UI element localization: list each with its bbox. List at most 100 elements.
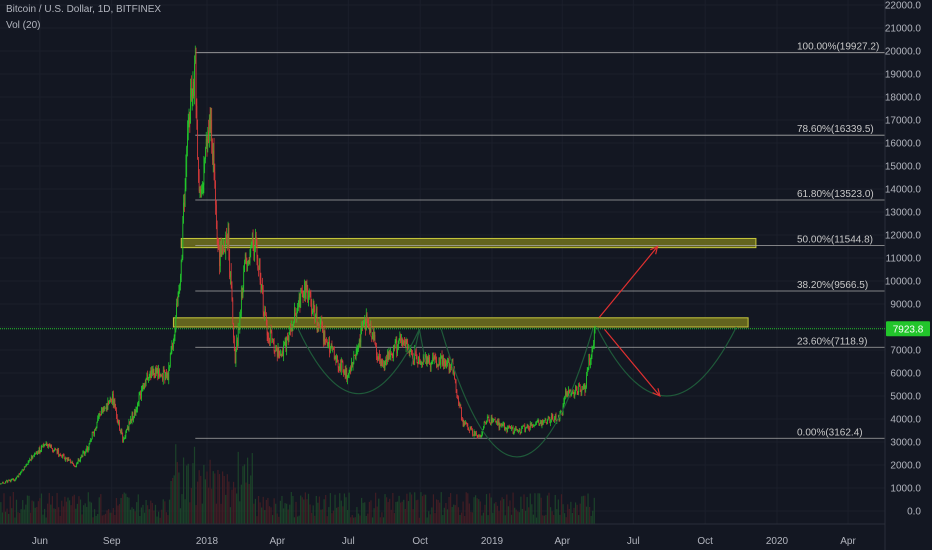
projection-arc[interactable] bbox=[596, 326, 737, 397]
candle-body bbox=[91, 439, 92, 440]
volume-bar bbox=[48, 493, 50, 524]
forecast-arrow-line[interactable] bbox=[598, 246, 658, 319]
candle-body bbox=[409, 350, 411, 354]
candle-body bbox=[571, 392, 572, 394]
candle-body bbox=[500, 424, 501, 426]
projection-peak[interactable] bbox=[410, 329, 426, 367]
price-tick-label: 13000.0 bbox=[885, 208, 922, 219]
candle-body bbox=[58, 449, 59, 456]
projection-arc[interactable] bbox=[440, 329, 594, 458]
candle-body bbox=[590, 357, 592, 362]
volume-bar bbox=[75, 508, 77, 524]
candle-body bbox=[257, 257, 259, 269]
candle-body bbox=[537, 419, 539, 421]
volume-bar bbox=[190, 487, 192, 524]
candle-body bbox=[183, 202, 184, 224]
candle-body bbox=[315, 308, 317, 315]
volume-bar bbox=[36, 507, 38, 524]
candle-body bbox=[567, 393, 569, 396]
candle-body bbox=[478, 434, 480, 437]
candle-body bbox=[581, 389, 583, 393]
volume-indicator-label[interactable]: Vol (20) bbox=[6, 20, 41, 31]
forecast-arrows[interactable] bbox=[598, 245, 661, 398]
volume-bar bbox=[499, 500, 502, 524]
candle-body bbox=[467, 424, 469, 429]
resistance-zones[interactable] bbox=[172, 237, 757, 328]
candle-body bbox=[502, 423, 504, 425]
volume-bar bbox=[521, 508, 524, 524]
forecast-arrow-head bbox=[650, 245, 659, 255]
candle-body bbox=[234, 350, 236, 364]
volume-bar bbox=[364, 502, 366, 524]
candle-body bbox=[387, 354, 389, 361]
candle-body bbox=[394, 342, 396, 348]
candle-body bbox=[418, 356, 419, 364]
symbol-title[interactable]: Bitcoin / U.S. Dollar, 1D, BITFINEX bbox=[6, 4, 162, 15]
volume-bar bbox=[504, 515, 506, 524]
candle-body bbox=[226, 238, 228, 246]
candle-body bbox=[532, 424, 533, 427]
price-axis[interactable]: 0.0 1000.0 2000.0 3000.0 4000.0 5000.0 6000.0 7… bbox=[885, 1, 922, 518]
volume-bar bbox=[261, 507, 263, 524]
candle-body bbox=[137, 403, 138, 410]
time-axis[interactable]: Jun Sep 2018 Apr Jul Oct 2019 Apr Jul Oct 2020 Apr bbox=[32, 536, 857, 547]
projection-arc[interactable] bbox=[297, 329, 420, 395]
candle-body bbox=[554, 415, 556, 419]
volume-bar bbox=[306, 499, 308, 524]
volume-bar bbox=[553, 514, 555, 524]
candle-body bbox=[573, 393, 575, 396]
volume-bar bbox=[245, 482, 247, 524]
candle-body bbox=[370, 323, 372, 337]
candle-body bbox=[249, 252, 251, 263]
candle-body bbox=[55, 449, 57, 451]
volume-bar bbox=[6, 508, 8, 524]
candle-body bbox=[579, 384, 580, 387]
candle-body bbox=[523, 425, 525, 427]
candle-body bbox=[522, 425, 523, 427]
candle-body bbox=[235, 351, 237, 364]
volume-bar bbox=[540, 497, 542, 524]
resistance-zone[interactable] bbox=[180, 237, 757, 249]
candle-body bbox=[514, 429, 515, 432]
volume-bar bbox=[531, 504, 533, 524]
volume-bar bbox=[565, 517, 567, 524]
volume-bar bbox=[289, 504, 291, 524]
volume-bar bbox=[70, 505, 72, 524]
candle-body bbox=[307, 286, 309, 303]
candle-body bbox=[397, 348, 398, 354]
candle-body bbox=[445, 363, 447, 366]
volume-bar bbox=[282, 508, 285, 524]
volume-bar bbox=[142, 504, 144, 524]
candle-body bbox=[345, 369, 347, 377]
time-tick-label: Jun bbox=[32, 536, 48, 547]
candle-body bbox=[483, 426, 484, 430]
volume-bar bbox=[526, 497, 528, 524]
volume-bar bbox=[475, 495, 477, 524]
candle-body bbox=[223, 247, 224, 254]
candle-body bbox=[449, 367, 451, 370]
projection-arcs[interactable] bbox=[297, 326, 737, 458]
volume-bar bbox=[523, 494, 525, 524]
candle-body bbox=[66, 457, 67, 459]
volume-bar bbox=[443, 507, 445, 524]
volume-bar bbox=[309, 504, 311, 524]
candle-body bbox=[474, 431, 476, 434]
volume-bar bbox=[58, 507, 60, 524]
candle-body bbox=[212, 150, 214, 161]
candle-body bbox=[503, 423, 505, 424]
volume-bar bbox=[212, 471, 214, 524]
candle-body bbox=[403, 340, 405, 344]
candle-body bbox=[547, 416, 549, 421]
time-tick-label: Sep bbox=[103, 536, 121, 547]
resistance-zone[interactable] bbox=[172, 317, 749, 328]
forecast-arrow-line[interactable] bbox=[603, 328, 661, 397]
volume-bar bbox=[159, 517, 161, 524]
candle-body bbox=[35, 452, 37, 454]
volume-bar bbox=[473, 497, 475, 524]
volume-bar bbox=[370, 500, 372, 524]
volume-bar bbox=[401, 501, 403, 524]
candle-body bbox=[229, 257, 230, 278]
volume-bar bbox=[34, 507, 36, 524]
volume-bar bbox=[103, 514, 105, 524]
price-tick-label: 1000.0 bbox=[890, 484, 921, 495]
